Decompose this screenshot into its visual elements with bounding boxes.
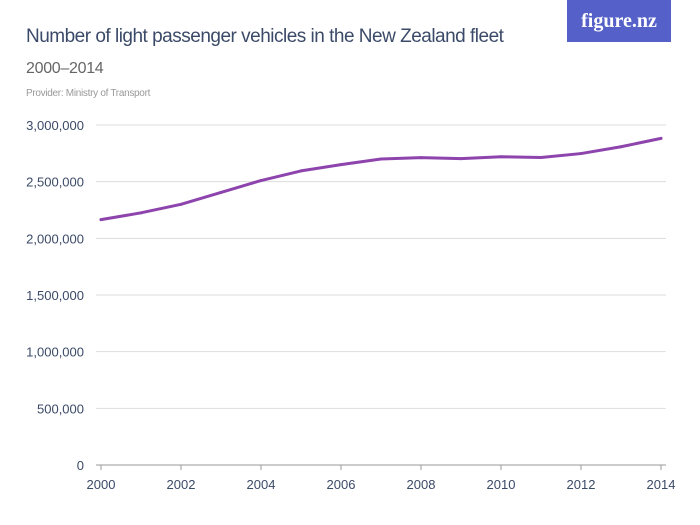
data-point xyxy=(299,169,303,173)
data-point xyxy=(579,152,583,156)
y-tick-label: 3,000,000 xyxy=(26,118,84,133)
chart-title: Number of light passenger vehicles in th… xyxy=(26,26,504,47)
figure-nz-logo[interactable]: figure.nz xyxy=(567,0,671,42)
data-point xyxy=(619,145,623,149)
x-tick-label: 2006 xyxy=(327,477,356,492)
y-tick-label: 1,500,000 xyxy=(26,288,84,303)
series-line xyxy=(99,136,663,222)
x-tick-label: 2012 xyxy=(567,477,596,492)
data-point xyxy=(419,156,423,160)
x-tick-label: 2010 xyxy=(487,477,516,492)
chart-subtitle: 2000–2014 xyxy=(26,60,104,77)
x-tick-label: 2002 xyxy=(167,477,196,492)
x-tick-label: 2000 xyxy=(87,477,116,492)
data-point xyxy=(179,202,183,206)
y-tick-label: 2,500,000 xyxy=(26,175,84,190)
data-point xyxy=(99,218,103,222)
data-point xyxy=(139,211,143,215)
y-tick-label: 500,000 xyxy=(37,401,84,416)
x-tick-label: 2004 xyxy=(247,477,276,492)
data-point xyxy=(459,157,463,161)
provider-text: Provider: Ministry of Transport xyxy=(26,88,151,99)
data-point xyxy=(219,190,223,194)
data-point xyxy=(259,179,263,183)
data-point xyxy=(539,156,543,160)
x-tick-label: 2014 xyxy=(647,477,676,492)
x-tick-label: 2008 xyxy=(407,477,436,492)
y-tick-label: 0 xyxy=(77,458,84,473)
y-tick-label: 1,000,000 xyxy=(26,345,84,360)
data-point xyxy=(339,163,343,167)
data-point xyxy=(379,157,383,161)
y-tick-label: 2,000,000 xyxy=(26,231,84,246)
data-point xyxy=(659,136,663,140)
data-point xyxy=(499,155,503,159)
